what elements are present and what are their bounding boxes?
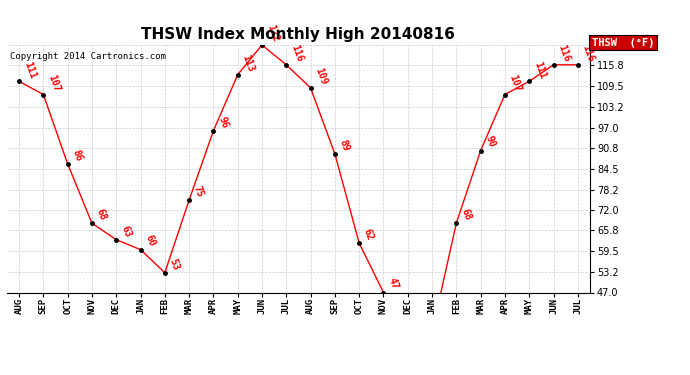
Text: 116: 116 [580, 44, 596, 63]
Text: 111: 111 [22, 60, 37, 80]
Text: 62: 62 [362, 227, 375, 242]
Text: 86: 86 [70, 148, 83, 162]
Text: 109: 109 [313, 66, 328, 87]
Text: 122: 122 [265, 24, 280, 44]
Text: 63: 63 [119, 224, 132, 238]
Text: 68: 68 [95, 207, 108, 222]
Text: 47: 47 [386, 277, 400, 291]
Text: 35: 35 [0, 374, 1, 375]
Text: 90: 90 [484, 135, 497, 149]
Text: 107: 107 [508, 73, 523, 93]
Text: 53: 53 [168, 257, 181, 271]
Text: 116: 116 [556, 44, 572, 63]
Text: 107: 107 [46, 73, 61, 93]
Text: 111: 111 [532, 60, 547, 80]
Text: Copyright 2014 Cartronics.com: Copyright 2014 Cartronics.com [10, 53, 166, 62]
Text: 68: 68 [459, 207, 473, 222]
Text: THSW  (°F): THSW (°F) [592, 38, 655, 48]
Text: 113: 113 [241, 53, 256, 73]
Title: THSW Index Monthly High 20140816: THSW Index Monthly High 20140816 [141, 27, 455, 42]
Text: 116: 116 [289, 44, 304, 63]
Text: 75: 75 [192, 184, 206, 199]
Text: 60: 60 [144, 234, 157, 248]
Text: 96: 96 [216, 115, 230, 129]
Text: 31: 31 [0, 374, 1, 375]
Text: 89: 89 [337, 138, 351, 153]
